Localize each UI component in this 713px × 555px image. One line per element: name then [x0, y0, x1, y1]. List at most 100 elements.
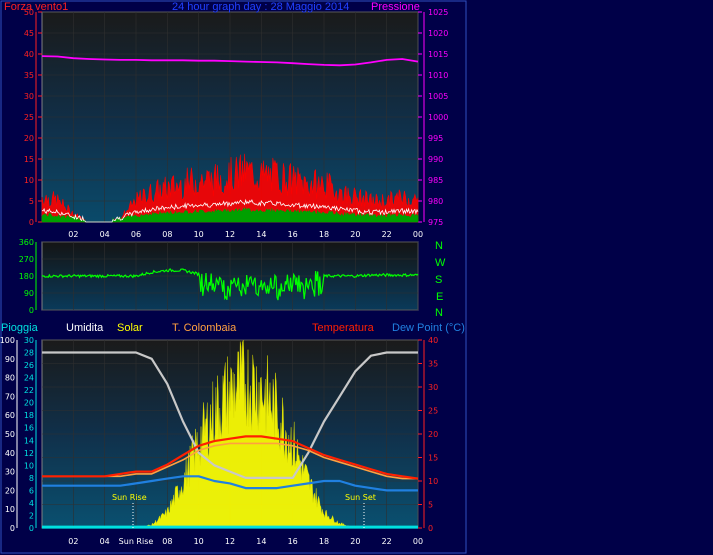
temp-y-tick: 40	[428, 336, 438, 345]
wind-y-tick: 25	[24, 113, 34, 122]
humidity-y-tick: 28	[24, 349, 34, 358]
wind-x-tick: 04	[100, 230, 110, 239]
temperature-series	[42, 435, 419, 480]
rain-y-tick: 10	[5, 505, 15, 514]
wind-x-tick: 02	[68, 230, 78, 239]
wind-x-tick: 22	[382, 230, 392, 239]
temp-y-tick: 0	[428, 524, 433, 533]
humidity-y-tick: 20	[24, 399, 34, 408]
humidity-y-tick: 18	[24, 411, 34, 420]
temp-x-tick: 10	[194, 537, 204, 546]
temp-x-tick: 22	[382, 537, 392, 546]
pressure-y-tick: 1020	[428, 29, 448, 38]
rain-y-tick: 90	[5, 355, 15, 364]
wind-x-tick: 16	[288, 230, 298, 239]
sunrise-annotation: Sun Rise	[112, 493, 147, 502]
legend-solar: Solar	[117, 322, 143, 334]
dewpoint-series	[42, 475, 418, 492]
compass-e: E	[436, 291, 443, 303]
pressure-y-tick: 1005	[428, 92, 448, 101]
sunset-annotation: Sun Set	[345, 493, 376, 502]
wind-y-tick: 20	[24, 134, 34, 143]
wind-y-tick: 10	[24, 176, 34, 185]
rain-y-tick: 100	[0, 336, 15, 345]
temp-x-tick: 12	[225, 537, 235, 546]
wind-x-tick: 14	[256, 230, 266, 239]
wind-y-tick: 45	[24, 29, 34, 38]
wind-y-tick: 50	[24, 8, 34, 17]
pressure-y-tick: 975	[428, 218, 443, 227]
rain-y-tick: 80	[5, 374, 15, 383]
wind-x-tick: 08	[162, 230, 172, 239]
pressure-y-tick: 985	[428, 176, 443, 185]
temp-x-tick: 04	[100, 537, 110, 546]
legend-dewpoint: Dew Point (°C)	[392, 322, 465, 334]
pressure-series	[41, 55, 419, 67]
wind-x-tick: 12	[225, 230, 235, 239]
humidity-y-tick: 14	[24, 436, 34, 445]
humidity-y-tick: 30	[24, 336, 34, 345]
temp-y-tick: 35	[428, 360, 438, 369]
legend-humidity: Umidita	[66, 322, 104, 334]
compass-s: S	[435, 274, 442, 286]
direction-y-tick: 90	[24, 289, 34, 298]
direction-y-tick: 0	[29, 306, 34, 315]
humidity-series	[42, 351, 418, 479]
pressure-y-tick: 1015	[428, 50, 448, 59]
chart-title: 24 hour graph day : 28 Maggio 2014	[172, 1, 349, 13]
legend-temperature: Temperatura	[312, 322, 375, 334]
rain-y-tick: 40	[5, 449, 15, 458]
temp-x-tick: 16	[288, 537, 298, 546]
temp-x-tick: 20	[350, 537, 360, 546]
wind-y-tick: 15	[24, 155, 34, 164]
rain-y-tick: 30	[5, 468, 15, 477]
legend-tcolombaia: T. Colombaia	[172, 322, 237, 334]
humidity-y-tick: 0	[29, 524, 34, 533]
rain-y-tick: 70	[5, 392, 15, 401]
temp-y-tick: 25	[428, 407, 438, 416]
wind-x-tick: 20	[350, 230, 360, 239]
wind-y-tick: 0	[29, 218, 34, 227]
humidity-y-tick: 22	[24, 386, 34, 395]
wind-gust-series	[41, 198, 419, 223]
temp-y-tick: 5	[428, 501, 433, 510]
temp-x-tick: Sun Rise	[119, 537, 154, 546]
temp-x-tick: 08	[162, 537, 172, 546]
temp-x-tick: 00	[413, 537, 423, 546]
wind-y-tick: 40	[24, 50, 34, 59]
temp-x-tick: 14	[256, 537, 266, 546]
wind-x-tick: 00	[413, 230, 423, 239]
compass-w: W	[435, 257, 446, 269]
pressure-y-tick: 1010	[428, 71, 448, 80]
direction-series	[41, 268, 419, 301]
temp-y-tick: 30	[428, 383, 438, 392]
pressure-y-tick: 990	[428, 155, 443, 164]
direction-y-tick: 180	[19, 272, 34, 281]
wind-y-tick: 5	[29, 197, 34, 206]
temp-x-tick: 02	[68, 537, 78, 546]
wind-y-tick: 30	[24, 92, 34, 101]
pressure-axis-label: Pressione	[371, 1, 420, 13]
wind-x-tick: 06	[131, 230, 141, 239]
direction-y-tick: 360	[19, 238, 34, 247]
humidity-y-tick: 10	[24, 461, 34, 470]
legend-rain: Pioggia	[1, 322, 39, 334]
humidity-y-tick: 2	[29, 511, 34, 520]
humidity-y-tick: 26	[24, 361, 34, 370]
rain-y-tick: 60	[5, 411, 15, 420]
wind-y-tick: 35	[24, 71, 34, 80]
pressure-y-tick: 1025	[428, 8, 448, 17]
humidity-y-tick: 6	[29, 486, 34, 495]
wind-axis-label: Forza vento1	[4, 1, 68, 13]
pressure-y-tick: 1000	[428, 113, 448, 122]
compass-n-bottom: N	[435, 307, 443, 319]
humidity-y-tick: 12	[24, 449, 34, 458]
temp-y-tick: 10	[428, 477, 438, 486]
temp-y-tick: 20	[428, 430, 438, 439]
humidity-y-tick: 16	[24, 424, 34, 433]
compass-n-top: N	[435, 240, 443, 252]
direction-y-tick: 270	[19, 255, 34, 264]
humidity-y-tick: 8	[29, 474, 34, 483]
temp-x-tick: 18	[319, 537, 329, 546]
humidity-y-tick: 24	[24, 374, 34, 383]
